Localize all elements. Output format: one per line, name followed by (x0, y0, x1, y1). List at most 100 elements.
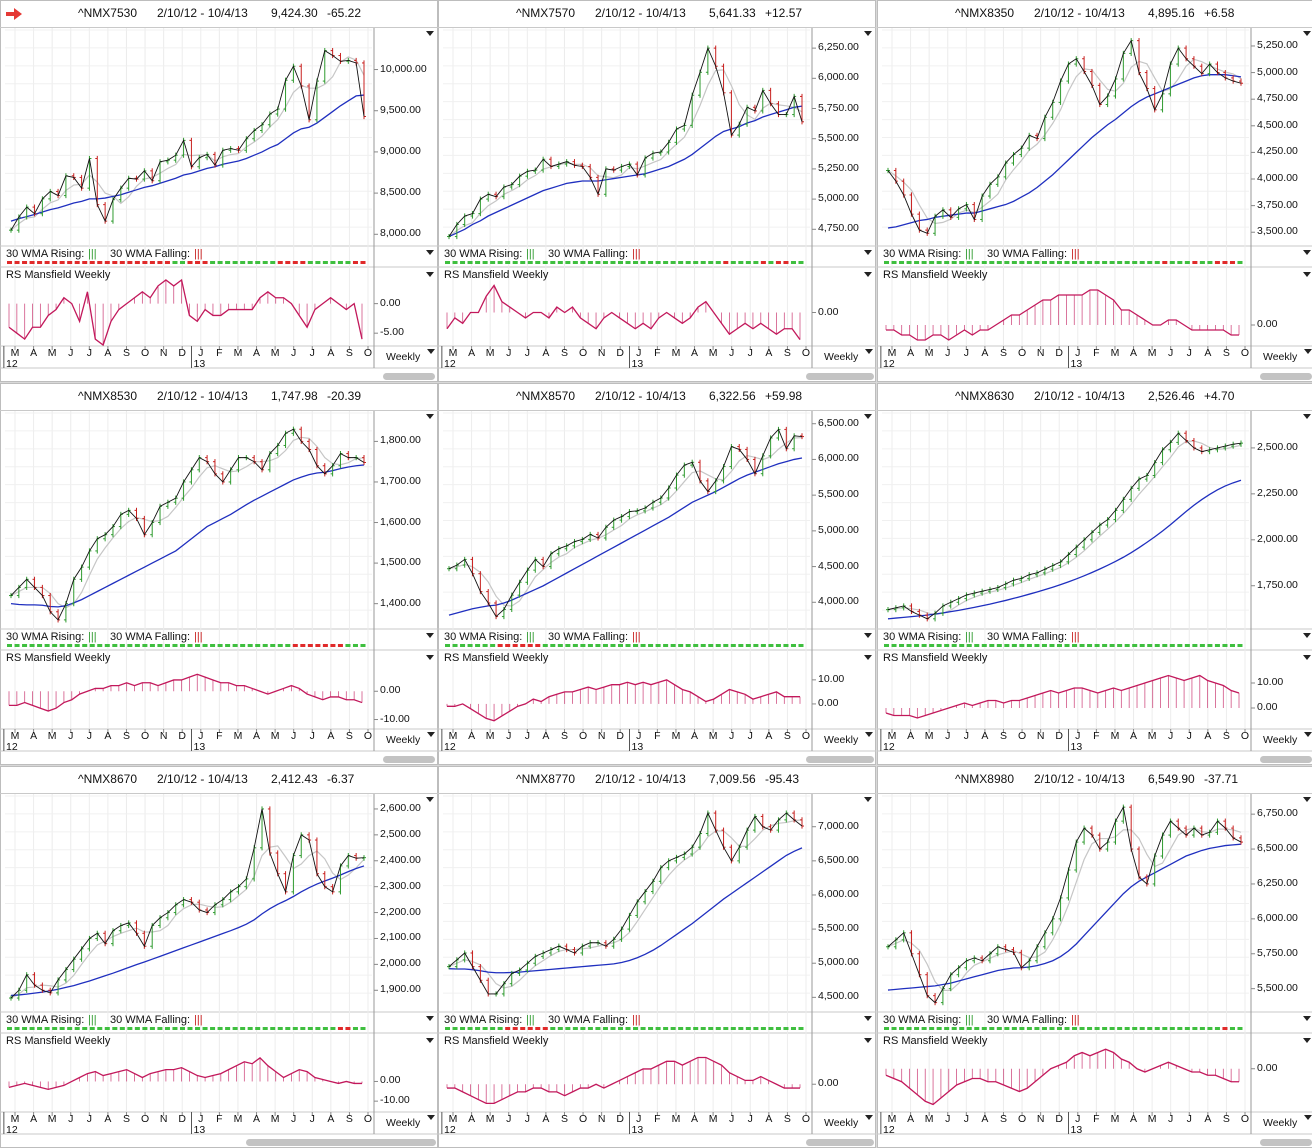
chart-canvas (0, 793, 438, 1135)
panel-menu-arrow-icon[interactable] (426, 31, 434, 36)
wma-signal-dot (225, 261, 231, 264)
panel-menu-arrow-icon[interactable] (864, 250, 872, 255)
symbol-label[interactable]: ^NMX8570 (516, 389, 575, 403)
timeframe-selector[interactable]: Weekly (1263, 1117, 1298, 1129)
month-label: M (10, 1113, 20, 1125)
panel-header: ^NMX8570 2/10/12 - 10/4/13 6,322.56 +59.98 (438, 383, 876, 411)
symbol-label[interactable]: ^NMX8770 (516, 772, 575, 786)
symbol-label[interactable]: ^NMX8980 (955, 772, 1014, 786)
panel-menu-arrow-icon[interactable] (1303, 1016, 1311, 1021)
wma-signal-dot (1207, 644, 1213, 647)
symbol-label[interactable]: ^NMX8350 (955, 6, 1014, 20)
horizontal-scrollbar[interactable] (806, 1139, 874, 1146)
timeframe-dropdown-icon[interactable] (427, 1115, 435, 1120)
timeframe-dropdown-icon[interactable] (865, 732, 873, 737)
chart-panel[interactable]: ^NMX7570 2/10/12 - 10/4/13 5,641.33 +12.57 6… (438, 0, 876, 382)
timeframe-dropdown-icon[interactable] (1304, 1115, 1312, 1120)
wma-signal-dot (974, 644, 980, 647)
wma-signal-dot (445, 261, 451, 264)
timeframe-selector[interactable]: Weekly (824, 1117, 859, 1129)
month-label: S (345, 1113, 353, 1125)
wma-signal-dot (959, 261, 965, 264)
panel-menu-arrow-icon[interactable] (426, 1016, 434, 1021)
symbol-label[interactable]: ^NMX8670 (78, 772, 137, 786)
horizontal-scrollbar[interactable] (383, 373, 435, 380)
wma-signal-dot (535, 261, 541, 264)
panel-menu-arrow-icon[interactable] (1303, 1038, 1311, 1043)
panel-menu-arrow-icon[interactable] (864, 272, 872, 277)
timeframe-selector[interactable]: Weekly (824, 351, 859, 363)
panel-menu-arrow-icon[interactable] (426, 797, 434, 802)
panel-menu-arrow-icon[interactable] (1303, 250, 1311, 255)
panel-menu-arrow-icon[interactable] (864, 655, 872, 660)
panel-menu-arrow-icon[interactable] (426, 414, 434, 419)
timeframe-selector[interactable]: Weekly (386, 734, 421, 746)
panel-menu-arrow-icon[interactable] (1303, 414, 1311, 419)
ytick-label: 3,750.00 (1257, 198, 1298, 211)
chart-panel[interactable]: ^NMX8350 2/10/12 - 10/4/13 4,895.16 +6.58 5,… (877, 0, 1312, 382)
timeframe-selector[interactable]: Weekly (824, 734, 859, 746)
timeframe-selector[interactable]: Weekly (1263, 734, 1298, 746)
panel-menu-arrow-icon[interactable] (1303, 655, 1311, 660)
chart-panel[interactable]: ^NMX8630 2/10/12 - 10/4/13 2,526.46 +4.70 2,… (877, 383, 1312, 765)
timeframe-selector[interactable]: Weekly (1263, 351, 1298, 363)
wma-signal-dot (149, 261, 155, 264)
wma-signal-dot (996, 1027, 1002, 1030)
date-range-label: 2/10/12 - 10/4/13 (595, 772, 686, 786)
horizontal-scrollbar[interactable] (246, 1139, 436, 1146)
wma-signal-dot (300, 1027, 306, 1030)
chart-panel[interactable]: ^NMX8570 2/10/12 - 10/4/13 6,322.56 +59.98 6… (438, 383, 876, 765)
panel-menu-arrow-icon[interactable] (1303, 31, 1311, 36)
panel-menu-arrow-icon[interactable] (864, 31, 872, 36)
ma30-line (10, 94, 365, 222)
chart-panel[interactable]: ^NMX7530 2/10/12 - 10/4/13 9,424.30 -65.22 1… (0, 0, 438, 382)
panel-menu-arrow-icon[interactable] (1303, 272, 1311, 277)
panel-menu-arrow-icon[interactable] (864, 797, 872, 802)
timeframe-selector[interactable]: Weekly (386, 1117, 421, 1129)
year-label: 13 (193, 1124, 206, 1136)
timeframe-dropdown-icon[interactable] (427, 732, 435, 737)
chart-panel[interactable]: ^NMX8980 2/10/12 - 10/4/13 6,549.90 -37.71 6… (877, 766, 1312, 1148)
ytick-label: 5,500.00 (818, 488, 859, 501)
symbol-label[interactable]: ^NMX7570 (516, 6, 575, 20)
timeframe-dropdown-icon[interactable] (427, 349, 435, 354)
panel-menu-arrow-icon[interactable] (426, 250, 434, 255)
panel-menu-arrow-icon[interactable] (864, 1016, 872, 1021)
panel-menu-arrow-icon[interactable] (426, 272, 434, 277)
timeframe-dropdown-icon[interactable] (1304, 732, 1312, 737)
flag-arrow-icon[interactable] (6, 8, 22, 20)
panel-menu-arrow-icon[interactable] (426, 1038, 434, 1043)
chart-panel[interactable]: ^NMX8670 2/10/12 - 10/4/13 2,412.43 -6.37 2,… (0, 766, 438, 1148)
timeframe-dropdown-icon[interactable] (865, 1115, 873, 1120)
horizontal-scrollbar[interactable] (383, 756, 435, 763)
wma-signal-dot (300, 644, 306, 647)
wma-signal-dot (655, 1027, 661, 1030)
timeframe-dropdown-icon[interactable] (1304, 349, 1312, 354)
panel-menu-arrow-icon[interactable] (864, 1038, 872, 1043)
wma-signal-dot (959, 1027, 965, 1030)
chart-panel[interactable]: ^NMX8530 2/10/12 - 10/4/13 1,747.98 -20.39 1… (0, 383, 438, 765)
month-label: F (654, 1113, 661, 1125)
horizontal-scrollbar[interactable] (806, 373, 874, 380)
panel-menu-arrow-icon[interactable] (426, 633, 434, 638)
ytick-label: 4,000.00 (818, 595, 859, 608)
timeframe-selector[interactable]: Weekly (386, 351, 421, 363)
chart-panel[interactable]: ^NMX8770 2/10/12 - 10/4/13 7,009.56 -95.43 7… (438, 766, 876, 1148)
horizontal-scrollbar[interactable] (1260, 1139, 1312, 1146)
panel-menu-arrow-icon[interactable] (1303, 633, 1311, 638)
month-label: D (616, 1113, 624, 1125)
horizontal-scrollbar[interactable] (1260, 756, 1312, 763)
wma-signal-dot (906, 644, 912, 647)
panel-menu-arrow-icon[interactable] (864, 414, 872, 419)
horizontal-scrollbar[interactable] (806, 756, 874, 763)
year-label: 12 (444, 1124, 456, 1136)
panel-menu-arrow-icon[interactable] (864, 633, 872, 638)
symbol-label[interactable]: ^NMX7530 (78, 6, 137, 20)
panel-menu-arrow-icon[interactable] (1303, 797, 1311, 802)
horizontal-scrollbar[interactable] (1260, 373, 1312, 380)
panel-menu-arrow-icon[interactable] (426, 655, 434, 660)
timeframe-dropdown-icon[interactable] (865, 349, 873, 354)
symbol-label[interactable]: ^NMX8630 (955, 389, 1014, 403)
month-label: S (783, 347, 791, 359)
symbol-label[interactable]: ^NMX8530 (78, 389, 137, 403)
